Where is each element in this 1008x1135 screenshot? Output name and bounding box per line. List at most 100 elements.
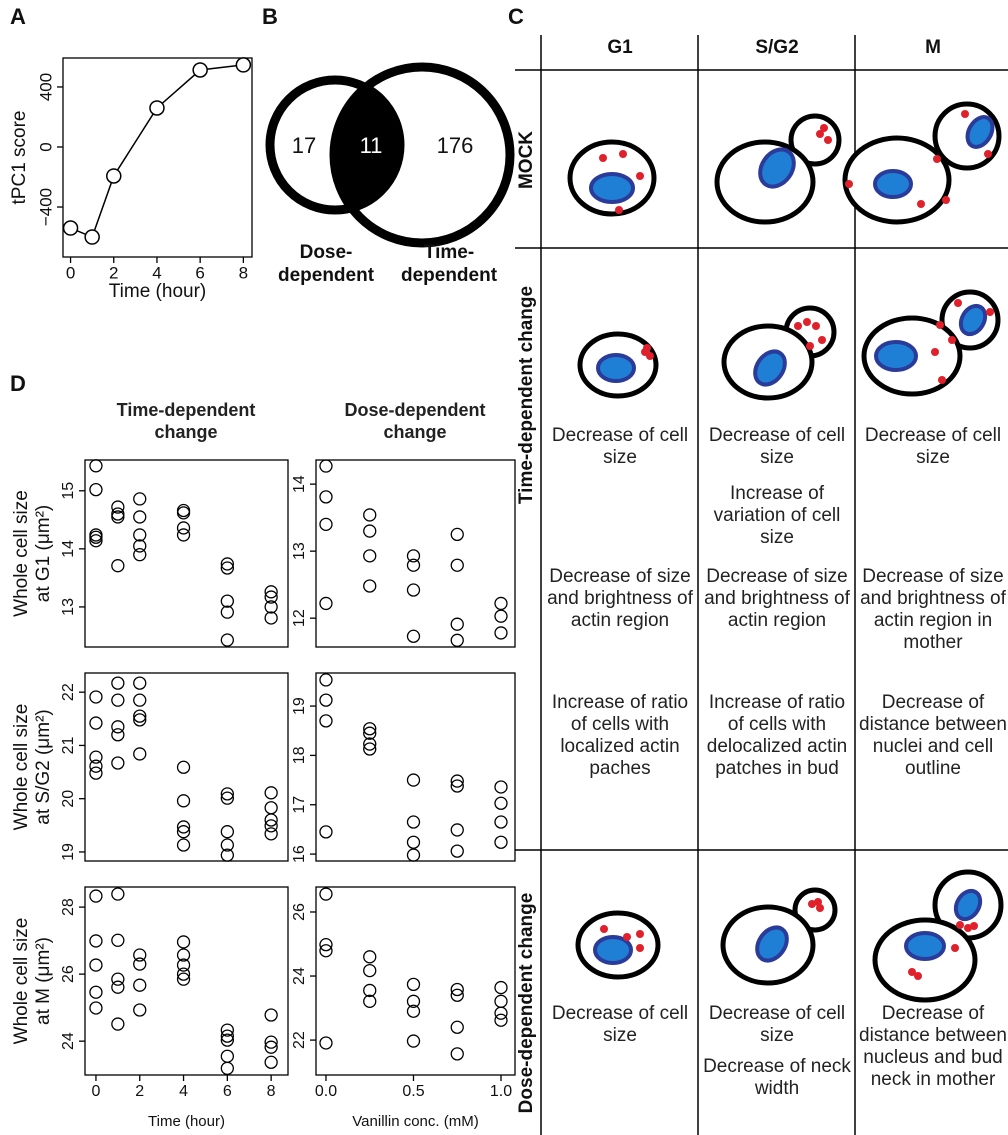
point <box>134 493 146 505</box>
point <box>320 674 332 686</box>
cell-text: Decrease of size and brightness of actin… <box>701 566 853 632</box>
point <box>265 612 277 624</box>
cell-text: Decrease of cell size <box>857 425 1008 469</box>
point <box>178 936 190 948</box>
y-tick-label: 24 <box>291 967 308 985</box>
point <box>265 586 277 598</box>
point <box>320 888 332 900</box>
point <box>134 694 146 706</box>
point <box>90 935 102 947</box>
y-tick-label: 14 <box>60 540 77 558</box>
cell-text: Increase of ratio of cells with delocali… <box>701 692 853 780</box>
point <box>134 529 146 541</box>
cell-text: Decrease of distance between nuclei and … <box>857 692 1008 780</box>
venn-set-label: Time- <box>424 242 474 263</box>
y-tick-label: 14 <box>291 475 308 493</box>
point <box>221 595 233 607</box>
point <box>451 634 463 646</box>
y-tick-label: 24 <box>60 1032 77 1050</box>
point <box>134 1004 146 1016</box>
point <box>221 634 233 646</box>
x-axis-label: Vanillin conc. (mM) <box>352 1113 478 1130</box>
point <box>364 984 376 996</box>
y-tick-label: 18 <box>291 746 308 764</box>
point <box>134 677 146 689</box>
x-tick-label: 4 <box>179 1083 188 1100</box>
point <box>320 491 332 503</box>
venn-count: 17 <box>292 133 316 158</box>
point <box>451 824 463 836</box>
point <box>495 610 507 622</box>
point <box>451 1048 463 1060</box>
point <box>90 767 102 779</box>
point <box>221 826 233 838</box>
figure: A B C D <box>0 0 1008 1135</box>
point <box>221 606 233 618</box>
point <box>495 982 507 994</box>
x-tick-label: 6 <box>223 1083 232 1100</box>
y-axis-label: Whole cell size <box>11 490 32 617</box>
point <box>407 584 419 596</box>
venn-count: 11 <box>360 133 383 158</box>
y-tick-label: 17 <box>291 796 308 814</box>
point <box>364 509 376 521</box>
point <box>90 1002 102 1014</box>
row-label: Dose-dependent change <box>516 893 537 1114</box>
column-header: G1 <box>607 37 633 58</box>
x-tick-label: 2 <box>135 1083 144 1100</box>
point <box>90 691 102 703</box>
y-tick-label: 22 <box>60 683 77 701</box>
point <box>112 694 124 706</box>
point <box>364 580 376 592</box>
point <box>407 836 419 848</box>
point <box>90 717 102 729</box>
point <box>85 230 99 244</box>
point <box>112 934 124 946</box>
cell-text: Decrease of cell size <box>544 1003 696 1047</box>
point <box>221 1062 233 1074</box>
panel-label: C <box>508 4 524 29</box>
row-label: Time-dependent change <box>516 286 537 504</box>
point <box>320 518 332 530</box>
venn-count: 176 <box>437 133 474 158</box>
point <box>320 826 332 838</box>
point <box>320 597 332 609</box>
point <box>320 460 332 472</box>
point <box>178 529 190 541</box>
point <box>265 1056 277 1068</box>
point <box>407 630 419 642</box>
point <box>90 484 102 496</box>
panel-label: B <box>262 4 278 29</box>
plot-frame <box>85 460 288 647</box>
point <box>407 849 419 861</box>
cell-text: Decrease of neck width <box>701 1056 853 1100</box>
panel-label: D <box>10 371 26 396</box>
point <box>320 715 332 727</box>
point <box>451 528 463 540</box>
point <box>178 761 190 773</box>
point <box>134 958 146 970</box>
y-tick-label: 26 <box>291 903 308 921</box>
y-tick-label: 22 <box>291 1031 308 1049</box>
plot-frame <box>316 673 515 861</box>
x-tick-label: 8 <box>267 1083 276 1100</box>
point <box>364 995 376 1007</box>
column-title: Time-dependent change <box>96 399 276 443</box>
y-axis-label: tPC1 score <box>9 111 30 205</box>
point <box>495 816 507 828</box>
point <box>364 550 376 562</box>
cell-text: Increase of variation of cell size <box>701 483 853 549</box>
point <box>90 959 102 971</box>
y-tick-label: 13 <box>60 598 77 616</box>
y-tick-label: 15 <box>60 482 77 500</box>
x-axis-label: Time (hour) <box>109 281 206 302</box>
x-tick-label: 0.0 <box>315 1083 337 1100</box>
cell-text: Decrease of distance between nucleus and… <box>857 1003 1008 1091</box>
point <box>112 981 124 993</box>
cell-text: Decrease of cell size <box>544 425 696 469</box>
point <box>407 1035 419 1047</box>
row-label: MOCK <box>516 131 537 189</box>
y-axis-label: Whole cell size <box>11 704 32 831</box>
plot-frame <box>63 58 252 257</box>
cell-text: Decrease of cell size <box>701 1003 853 1047</box>
